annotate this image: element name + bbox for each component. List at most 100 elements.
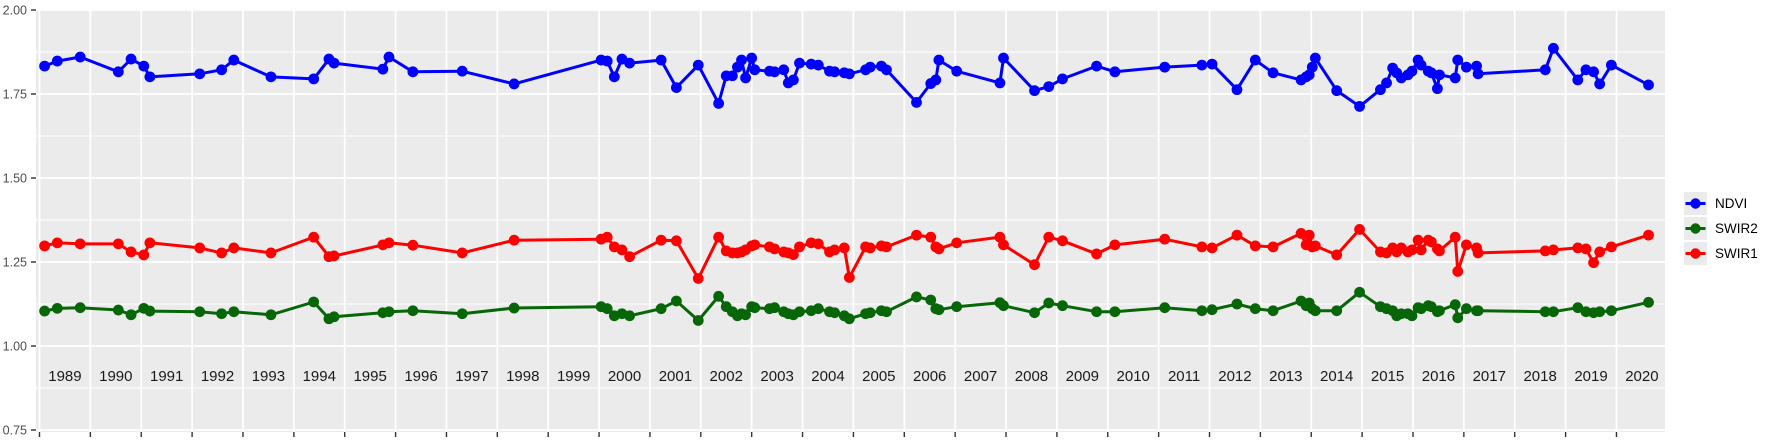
- x-tick-label: 2002: [710, 368, 743, 385]
- data-point-ndvi: [51, 55, 63, 67]
- data-point-swir2: [508, 302, 520, 314]
- data-point-ndvi: [930, 74, 942, 86]
- data-point-swir1: [838, 242, 850, 254]
- data-point-swir1: [508, 234, 520, 246]
- data-point-swir2: [228, 306, 240, 318]
- data-point-swir1: [1580, 243, 1592, 255]
- data-point-swir2: [1159, 302, 1171, 314]
- data-point-swir1: [1231, 229, 1243, 241]
- data-point-ndvi: [740, 72, 751, 84]
- data-point-swir1: [794, 241, 805, 253]
- data-point-swir2: [407, 305, 419, 317]
- data-point-ndvi: [736, 54, 747, 66]
- data-point-swir2: [692, 315, 704, 326]
- data-point-swir1: [1267, 241, 1279, 253]
- x-tick-label: 2016: [1422, 368, 1455, 385]
- data-point-swir2: [1043, 297, 1055, 309]
- data-point-ndvi: [1029, 85, 1040, 97]
- data-point-swir1: [1539, 245, 1551, 257]
- data-point-ndvi: [308, 73, 320, 85]
- y-tick-label: 1.75: [3, 87, 27, 101]
- data-point-ndvi: [655, 54, 667, 66]
- legend-glyph-swir1-icon: [1685, 248, 1706, 259]
- data-point-swir2: [216, 308, 228, 320]
- data-point-swir2: [51, 302, 63, 314]
- data-point-swir1: [1415, 244, 1427, 256]
- data-point-swir1: [787, 249, 799, 261]
- data-point-swir1: [1412, 234, 1424, 246]
- legend-glyph-swir2-icon: [1685, 223, 1706, 234]
- data-point-ndvi: [670, 82, 682, 94]
- x-tick-label: 2020: [1625, 368, 1658, 385]
- data-point-ndvi: [1331, 85, 1343, 97]
- data-point-swir2: [670, 295, 682, 307]
- data-point-swir1: [624, 251, 635, 263]
- data-point-swir1: [616, 244, 628, 256]
- data-point-swir1: [998, 239, 1009, 251]
- data-point-swir2: [1605, 305, 1617, 317]
- data-point-ndvi: [692, 59, 704, 71]
- data-point-ndvi: [769, 66, 780, 78]
- data-point-swir1: [1196, 241, 1208, 253]
- data-point-swir1: [1303, 229, 1315, 241]
- data-point-ndvi: [1109, 66, 1121, 78]
- data-point-swir2: [1249, 303, 1261, 315]
- data-point-swir1: [951, 237, 963, 249]
- legend-label-swir1: SWIR1: [1715, 245, 1758, 261]
- data-point-ndvi: [1472, 68, 1484, 80]
- data-point-swir1: [749, 239, 761, 251]
- data-point-ndvi: [881, 64, 892, 76]
- data-point-ndvi: [998, 52, 1009, 64]
- x-tick-label: 1997: [455, 368, 488, 385]
- x-tick-label: 2005: [862, 368, 895, 385]
- data-point-swir1: [308, 231, 320, 243]
- data-point-ndvi: [726, 70, 738, 82]
- x-tick-label: 1999: [557, 368, 590, 385]
- data-point-swir1: [1043, 231, 1055, 243]
- data-point-swir2: [713, 290, 725, 302]
- data-point-ndvi: [1249, 54, 1261, 66]
- data-point-ndvi: [1415, 59, 1427, 71]
- data-point-swir1: [1029, 259, 1040, 271]
- data-point-swir2: [1539, 306, 1551, 318]
- data-point-ndvi: [1043, 81, 1055, 93]
- data-point-swir1: [1594, 246, 1606, 258]
- data-point-swir2: [1472, 305, 1484, 317]
- x-tick-label: 1994: [303, 368, 336, 385]
- data-point-swir1: [1452, 266, 1464, 277]
- data-point-swir1: [1547, 244, 1559, 256]
- data-point-swir1: [843, 272, 855, 283]
- y-tick-label: 1.50: [3, 171, 27, 185]
- data-point-ndvi: [1057, 73, 1068, 85]
- data-point-swir1: [216, 247, 228, 259]
- data-point-swir2: [265, 309, 277, 321]
- data-point-swir2: [601, 303, 613, 315]
- x-tick-label: 2018: [1523, 368, 1556, 385]
- data-point-swir2: [74, 302, 86, 314]
- data-point-swir1: [1309, 240, 1321, 252]
- data-point-swir1: [769, 243, 780, 255]
- data-point-ndvi: [1449, 72, 1461, 84]
- data-point-swir2: [1309, 305, 1321, 317]
- data-point-ndvi: [843, 68, 855, 80]
- x-tick-label: 2014: [1320, 368, 1353, 385]
- data-point-ndvi: [194, 68, 206, 80]
- data-point-swir1: [1406, 244, 1418, 256]
- data-point-swir1: [881, 241, 892, 253]
- data-point-ndvi: [144, 71, 156, 83]
- data-point-ndvi: [608, 71, 620, 83]
- data-point-swir1: [265, 247, 277, 259]
- data-point-swir1: [1588, 257, 1599, 269]
- x-tick-label: 2008: [1015, 368, 1048, 385]
- x-tick-label: 2013: [1269, 368, 1302, 385]
- data-point-ndvi: [1588, 66, 1599, 78]
- data-point-ndvi: [749, 64, 761, 76]
- data-point-swir1: [692, 273, 704, 284]
- data-point-ndvi: [456, 65, 468, 77]
- data-point-swir2: [1029, 307, 1040, 319]
- data-point-ndvi: [1425, 67, 1437, 79]
- data-point-ndvi: [1267, 67, 1279, 79]
- data-point-swir2: [1091, 306, 1102, 318]
- data-point-swir1: [39, 240, 50, 252]
